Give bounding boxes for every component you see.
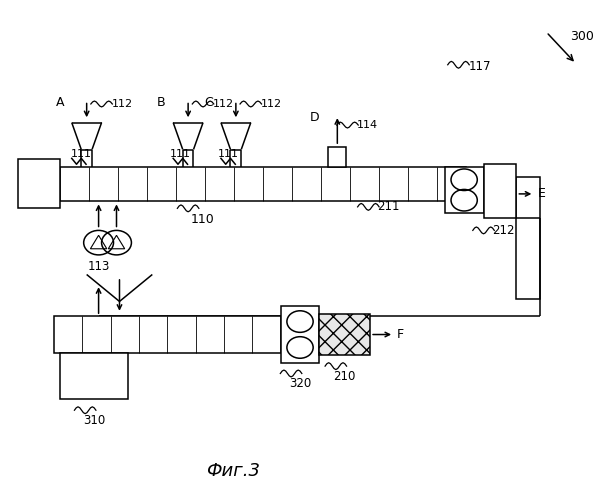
Text: 112: 112: [261, 99, 282, 109]
Text: D: D: [310, 111, 319, 124]
Text: E: E: [537, 188, 545, 200]
Text: 212: 212: [493, 224, 515, 237]
Text: 300: 300: [570, 30, 594, 44]
Bar: [328, 147, 347, 167]
Text: 111: 111: [170, 150, 191, 160]
Bar: [281, 306, 319, 362]
Bar: [54, 316, 281, 353]
Text: 114: 114: [356, 120, 378, 130]
Text: 210: 210: [334, 370, 356, 383]
Text: C: C: [205, 96, 213, 110]
Bar: [18, 160, 60, 208]
Text: F: F: [397, 328, 404, 341]
Text: 117: 117: [468, 60, 491, 72]
Text: B: B: [157, 96, 166, 110]
Bar: [484, 164, 516, 218]
Text: 113: 113: [88, 260, 110, 273]
Text: 110: 110: [191, 213, 215, 226]
Text: 112: 112: [111, 99, 133, 109]
Text: 310: 310: [83, 414, 105, 427]
Text: 111: 111: [218, 150, 239, 160]
Text: A: A: [55, 96, 64, 110]
Bar: [319, 314, 370, 356]
Bar: [516, 176, 540, 299]
Text: 320: 320: [289, 378, 311, 390]
Bar: [60, 353, 128, 400]
Text: 112: 112: [213, 99, 234, 109]
Text: Фиг.3: Фиг.3: [206, 462, 260, 479]
Bar: [445, 166, 484, 213]
Text: 111: 111: [71, 150, 91, 160]
Bar: [60, 166, 466, 201]
Text: 211: 211: [378, 200, 400, 213]
